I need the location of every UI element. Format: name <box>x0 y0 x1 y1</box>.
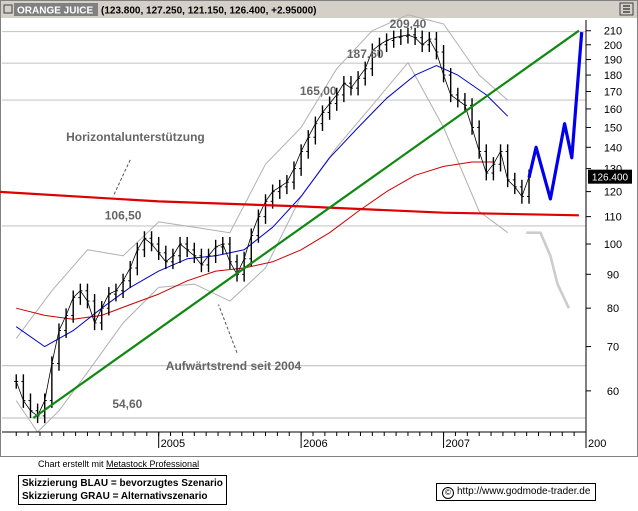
chart-footer: Chart erstellt mit Metastock Professiona… <box>0 457 638 511</box>
y-tick-label: 110 <box>604 212 622 224</box>
source-url[interactable]: http://www.godmode-trader.de <box>457 486 591 497</box>
y-tick-label: 200 <box>604 40 622 52</box>
y-tick-label: 210 <box>604 26 622 38</box>
source-url-box[interactable]: © http://www.godmode-trader.de <box>436 483 597 501</box>
y-tick-label: 70 <box>607 342 619 354</box>
price-level-label: 209,40 <box>390 17 427 31</box>
credit-line: Chart erstellt mit Metastock Professiona… <box>38 459 199 469</box>
instrument-name: ORANGE JUICE <box>17 6 93 17</box>
price-level-label: 54,60 <box>112 397 142 411</box>
horizontal-support-line <box>0 190 579 217</box>
last-price-badge <box>588 169 632 184</box>
title-bar <box>1 1 637 18</box>
price-level-label: 165,00 <box>300 84 337 98</box>
chart-annotation: Aufwärtstrend seit 2004 <box>166 359 302 373</box>
legend-blue: Skizzierung BLAU = bevorzugtes Szenario <box>22 478 223 489</box>
y-tick-label: 140 <box>604 142 622 154</box>
y-tick-label: 80 <box>607 303 619 315</box>
x-tick-label: 2005 <box>161 438 185 450</box>
y-tick-label: 190 <box>604 55 622 67</box>
credit-prefix: Chart erstellt mit <box>38 459 104 469</box>
legend-gray: Skizzierung GRAU = Alternativszenario <box>22 491 208 502</box>
last-price-value: 126.400 <box>592 173 629 184</box>
copyright-icon: © <box>442 487 454 499</box>
axes: 6070809010011012013014015016017018019020… <box>2 20 632 450</box>
chart-annotation: Horizontalunterstützung <box>66 130 205 144</box>
quote-values: (123.800, 127.250, 121.150, 126.400, +2.… <box>101 6 316 17</box>
scenario-gray-line <box>526 231 571 309</box>
y-tick-label: 120 <box>604 187 622 199</box>
x-tick-label: 2007 <box>446 438 470 450</box>
x-tick-label: 200 <box>588 438 606 450</box>
credit-product-link[interactable]: Metastock Professional <box>106 459 200 469</box>
scenario-legend: Skizzierung BLAU = bevorzugtes Szenario … <box>18 475 227 505</box>
price-chart: ORANGE JUICE (123.800, 127.250, 121.150,… <box>0 0 638 457</box>
y-tick-label: 100 <box>604 239 622 251</box>
x-tick-label: 2006 <box>303 438 327 450</box>
y-tick-label: 150 <box>604 122 622 134</box>
bollinger-upper-line <box>15 14 509 339</box>
window-control-icon[interactable] <box>623 5 630 13</box>
plot-area: 209,40 187,60 165,00 106,50 54,60 Horizontalu… <box>0 14 586 433</box>
ma-red-line <box>16 161 494 320</box>
y-tick-label: 90 <box>607 269 619 281</box>
price-level-label: 106,50 <box>105 208 142 222</box>
chart-frame: ORANGE JUICE (123.800, 127.250, 121.150,… <box>0 0 638 457</box>
y-tick-label: 180 <box>604 70 622 82</box>
y-tick-label: 170 <box>604 86 622 98</box>
bollinger-lower-line <box>15 62 508 433</box>
title-bar-icon <box>3 4 13 14</box>
window-control-button[interactable] <box>619 2 634 16</box>
support-annotation-pointer <box>112 159 131 197</box>
uptrend-annotation-pointer <box>218 304 238 353</box>
instrument-label-box <box>14 3 98 16</box>
price-path <box>15 34 530 417</box>
scenario-blue-line <box>527 31 584 201</box>
uptrend-line <box>32 29 580 419</box>
price-level-label: 187,60 <box>347 47 384 61</box>
y-tick-label: 160 <box>604 104 622 116</box>
y-tick-label: 60 <box>607 386 619 398</box>
